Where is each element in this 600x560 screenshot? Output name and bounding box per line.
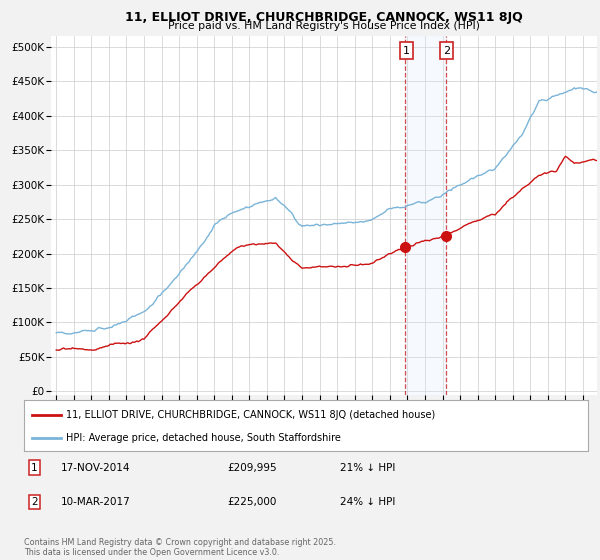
Text: 11, ELLIOT DRIVE, CHURCHBRIDGE, CANNOCK, WS11 8JQ: 11, ELLIOT DRIVE, CHURCHBRIDGE, CANNOCK,… xyxy=(125,11,523,24)
Bar xyxy=(405,36,446,395)
Text: Price paid vs. HM Land Registry's House Price Index (HPI): Price paid vs. HM Land Registry's House … xyxy=(168,21,480,31)
Text: 21% ↓ HPI: 21% ↓ HPI xyxy=(340,463,395,473)
Text: 11, ELLIOT DRIVE, CHURCHBRIDGE, CANNOCK, WS11 8JQ (detached house): 11, ELLIOT DRIVE, CHURCHBRIDGE, CANNOCK,… xyxy=(66,409,436,419)
Text: 10-MAR-2017: 10-MAR-2017 xyxy=(61,497,130,507)
Text: HPI: Average price, detached house, South Staffordshire: HPI: Average price, detached house, Sout… xyxy=(66,433,341,443)
Text: 2: 2 xyxy=(31,497,37,507)
Text: 1: 1 xyxy=(403,45,410,55)
Text: £209,995: £209,995 xyxy=(227,463,277,473)
Text: 2: 2 xyxy=(443,45,450,55)
Text: £225,000: £225,000 xyxy=(227,497,277,507)
Text: 24% ↓ HPI: 24% ↓ HPI xyxy=(340,497,395,507)
Text: Contains HM Land Registry data © Crown copyright and database right 2025.
This d: Contains HM Land Registry data © Crown c… xyxy=(24,538,336,557)
Text: 17-NOV-2014: 17-NOV-2014 xyxy=(61,463,130,473)
Text: 1: 1 xyxy=(31,463,37,473)
